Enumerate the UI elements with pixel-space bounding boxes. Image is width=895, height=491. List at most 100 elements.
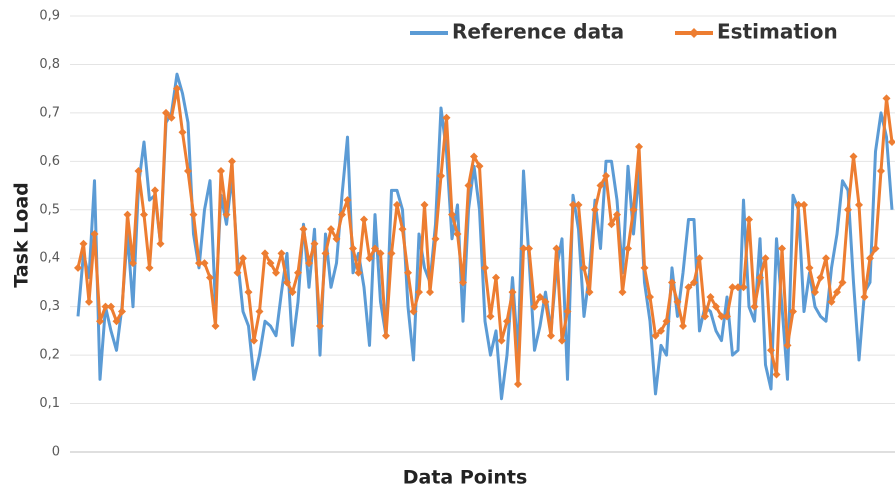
- marker: [415, 288, 423, 297]
- marker: [327, 225, 335, 234]
- marker: [596, 181, 605, 190]
- marker: [217, 167, 225, 176]
- marker: [668, 278, 676, 287]
- marker: [486, 312, 495, 321]
- marker: [393, 200, 401, 209]
- marker: [156, 239, 165, 248]
- y-tick-label: 0,5: [39, 202, 60, 217]
- y-tick-label: 0: [52, 445, 60, 460]
- marker: [739, 283, 748, 292]
- marker: [332, 234, 341, 243]
- marker: [250, 336, 258, 345]
- marker: [129, 259, 137, 268]
- marker: [118, 307, 126, 316]
- marker: [745, 215, 753, 224]
- legend-label: Reference data: [452, 20, 624, 44]
- marker: [778, 244, 786, 253]
- marker: [800, 200, 808, 209]
- marker: [101, 302, 110, 311]
- marker: [90, 230, 99, 238]
- marker: [789, 307, 797, 316]
- marker: [107, 302, 115, 311]
- marker: [558, 336, 566, 345]
- marker: [79, 239, 88, 248]
- marker: [475, 162, 484, 171]
- legend-label: Estimation: [717, 20, 838, 44]
- marker: [453, 230, 462, 238]
- marker: [717, 312, 726, 321]
- marker: [151, 186, 159, 195]
- marker: [811, 288, 819, 297]
- marker: [481, 263, 489, 272]
- marker: [464, 181, 473, 190]
- marker: [547, 331, 555, 340]
- marker: [398, 225, 407, 234]
- marker: [525, 244, 533, 253]
- marker: [112, 317, 121, 326]
- marker: [580, 263, 588, 272]
- marker: [448, 210, 456, 219]
- y-tick-label: 0,3: [39, 299, 60, 314]
- y-tick-label: 0,8: [39, 57, 60, 72]
- marker: [244, 288, 253, 297]
- marker: [783, 341, 792, 350]
- marker: [519, 244, 528, 253]
- marker: [624, 244, 632, 253]
- marker: [503, 317, 511, 326]
- marker: [266, 259, 275, 268]
- marker: [74, 263, 82, 272]
- marker: [882, 94, 891, 103]
- marker: [877, 167, 885, 176]
- marker: [283, 278, 291, 287]
- marker: [712, 302, 720, 311]
- marker: [591, 205, 599, 214]
- marker: [530, 302, 539, 311]
- marker: [387, 249, 396, 258]
- marker: [167, 113, 176, 122]
- marker: [508, 288, 517, 297]
- marker: [431, 234, 440, 243]
- marker: [409, 307, 418, 316]
- x-axis-title: Data Points: [403, 467, 528, 489]
- marker: [420, 200, 429, 209]
- marker: [629, 205, 638, 214]
- marker: [437, 171, 445, 180]
- marker: [404, 268, 412, 277]
- marker: [288, 288, 297, 297]
- marker: [272, 268, 280, 277]
- marker: [816, 273, 825, 282]
- marker: [360, 215, 368, 224]
- marker: [618, 288, 627, 297]
- marker: [833, 288, 841, 297]
- marker: [222, 210, 231, 219]
- marker: [305, 259, 313, 268]
- marker: [849, 152, 858, 161]
- marker: [602, 171, 610, 180]
- marker: [635, 142, 643, 151]
- marker: [574, 200, 583, 209]
- y-tick-label: 0,1: [39, 396, 60, 411]
- marker: [563, 307, 572, 316]
- marker: [316, 322, 324, 331]
- marker: [860, 292, 869, 301]
- marker: [640, 263, 649, 272]
- marker: [338, 210, 346, 219]
- marker: [459, 278, 467, 287]
- y-tick-label: 0,4: [39, 251, 60, 266]
- marker: [299, 225, 308, 234]
- y-tick-label: 0,6: [39, 154, 60, 169]
- marker: [728, 283, 737, 292]
- marker: [827, 297, 836, 306]
- series-line: [76, 87, 894, 386]
- marker: [569, 200, 577, 209]
- marker: [228, 157, 236, 166]
- marker: [613, 210, 621, 219]
- marker: [343, 196, 352, 205]
- marker: [277, 249, 286, 258]
- marker: [822, 254, 830, 263]
- marker: [96, 317, 104, 326]
- y-axis-title: Task Load: [11, 182, 33, 287]
- marker: [756, 273, 764, 282]
- marker: [750, 302, 759, 311]
